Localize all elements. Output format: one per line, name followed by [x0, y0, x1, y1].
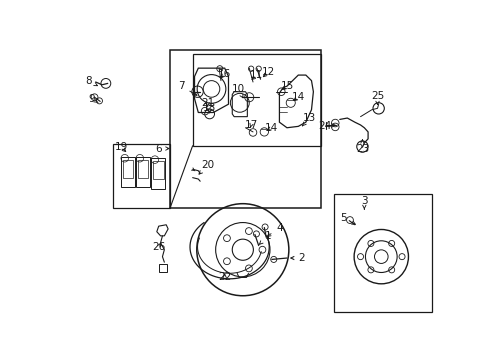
Text: 14: 14 — [265, 123, 278, 133]
Text: 19: 19 — [114, 142, 127, 152]
Text: 8: 8 — [85, 76, 98, 86]
Text: 1: 1 — [260, 231, 271, 244]
Text: 24: 24 — [318, 121, 335, 131]
Text: 12: 12 — [262, 67, 275, 77]
Text: 11: 11 — [250, 70, 264, 80]
Text: 20: 20 — [199, 160, 214, 174]
Text: 17: 17 — [245, 120, 258, 130]
Text: 5: 5 — [340, 213, 355, 224]
Text: 3: 3 — [361, 196, 368, 209]
Text: 4: 4 — [268, 222, 283, 237]
Text: 9: 9 — [89, 94, 98, 104]
Text: 18: 18 — [203, 103, 216, 113]
Text: 7: 7 — [178, 81, 197, 95]
Text: 6: 6 — [155, 144, 169, 153]
Text: 23: 23 — [356, 140, 369, 153]
Text: 16: 16 — [218, 69, 231, 79]
Text: 14: 14 — [292, 92, 305, 102]
Text: 15: 15 — [280, 81, 294, 91]
Text: 13: 13 — [302, 113, 316, 126]
Text: 22: 22 — [218, 273, 231, 283]
Bar — [170, 50, 321, 208]
Text: 2: 2 — [291, 253, 305, 263]
Bar — [334, 194, 432, 312]
Bar — [113, 144, 170, 208]
Text: 25: 25 — [371, 91, 384, 104]
Text: 10: 10 — [231, 84, 245, 98]
Text: 21: 21 — [201, 98, 214, 108]
Text: 26: 26 — [152, 242, 165, 252]
Bar — [193, 54, 321, 146]
